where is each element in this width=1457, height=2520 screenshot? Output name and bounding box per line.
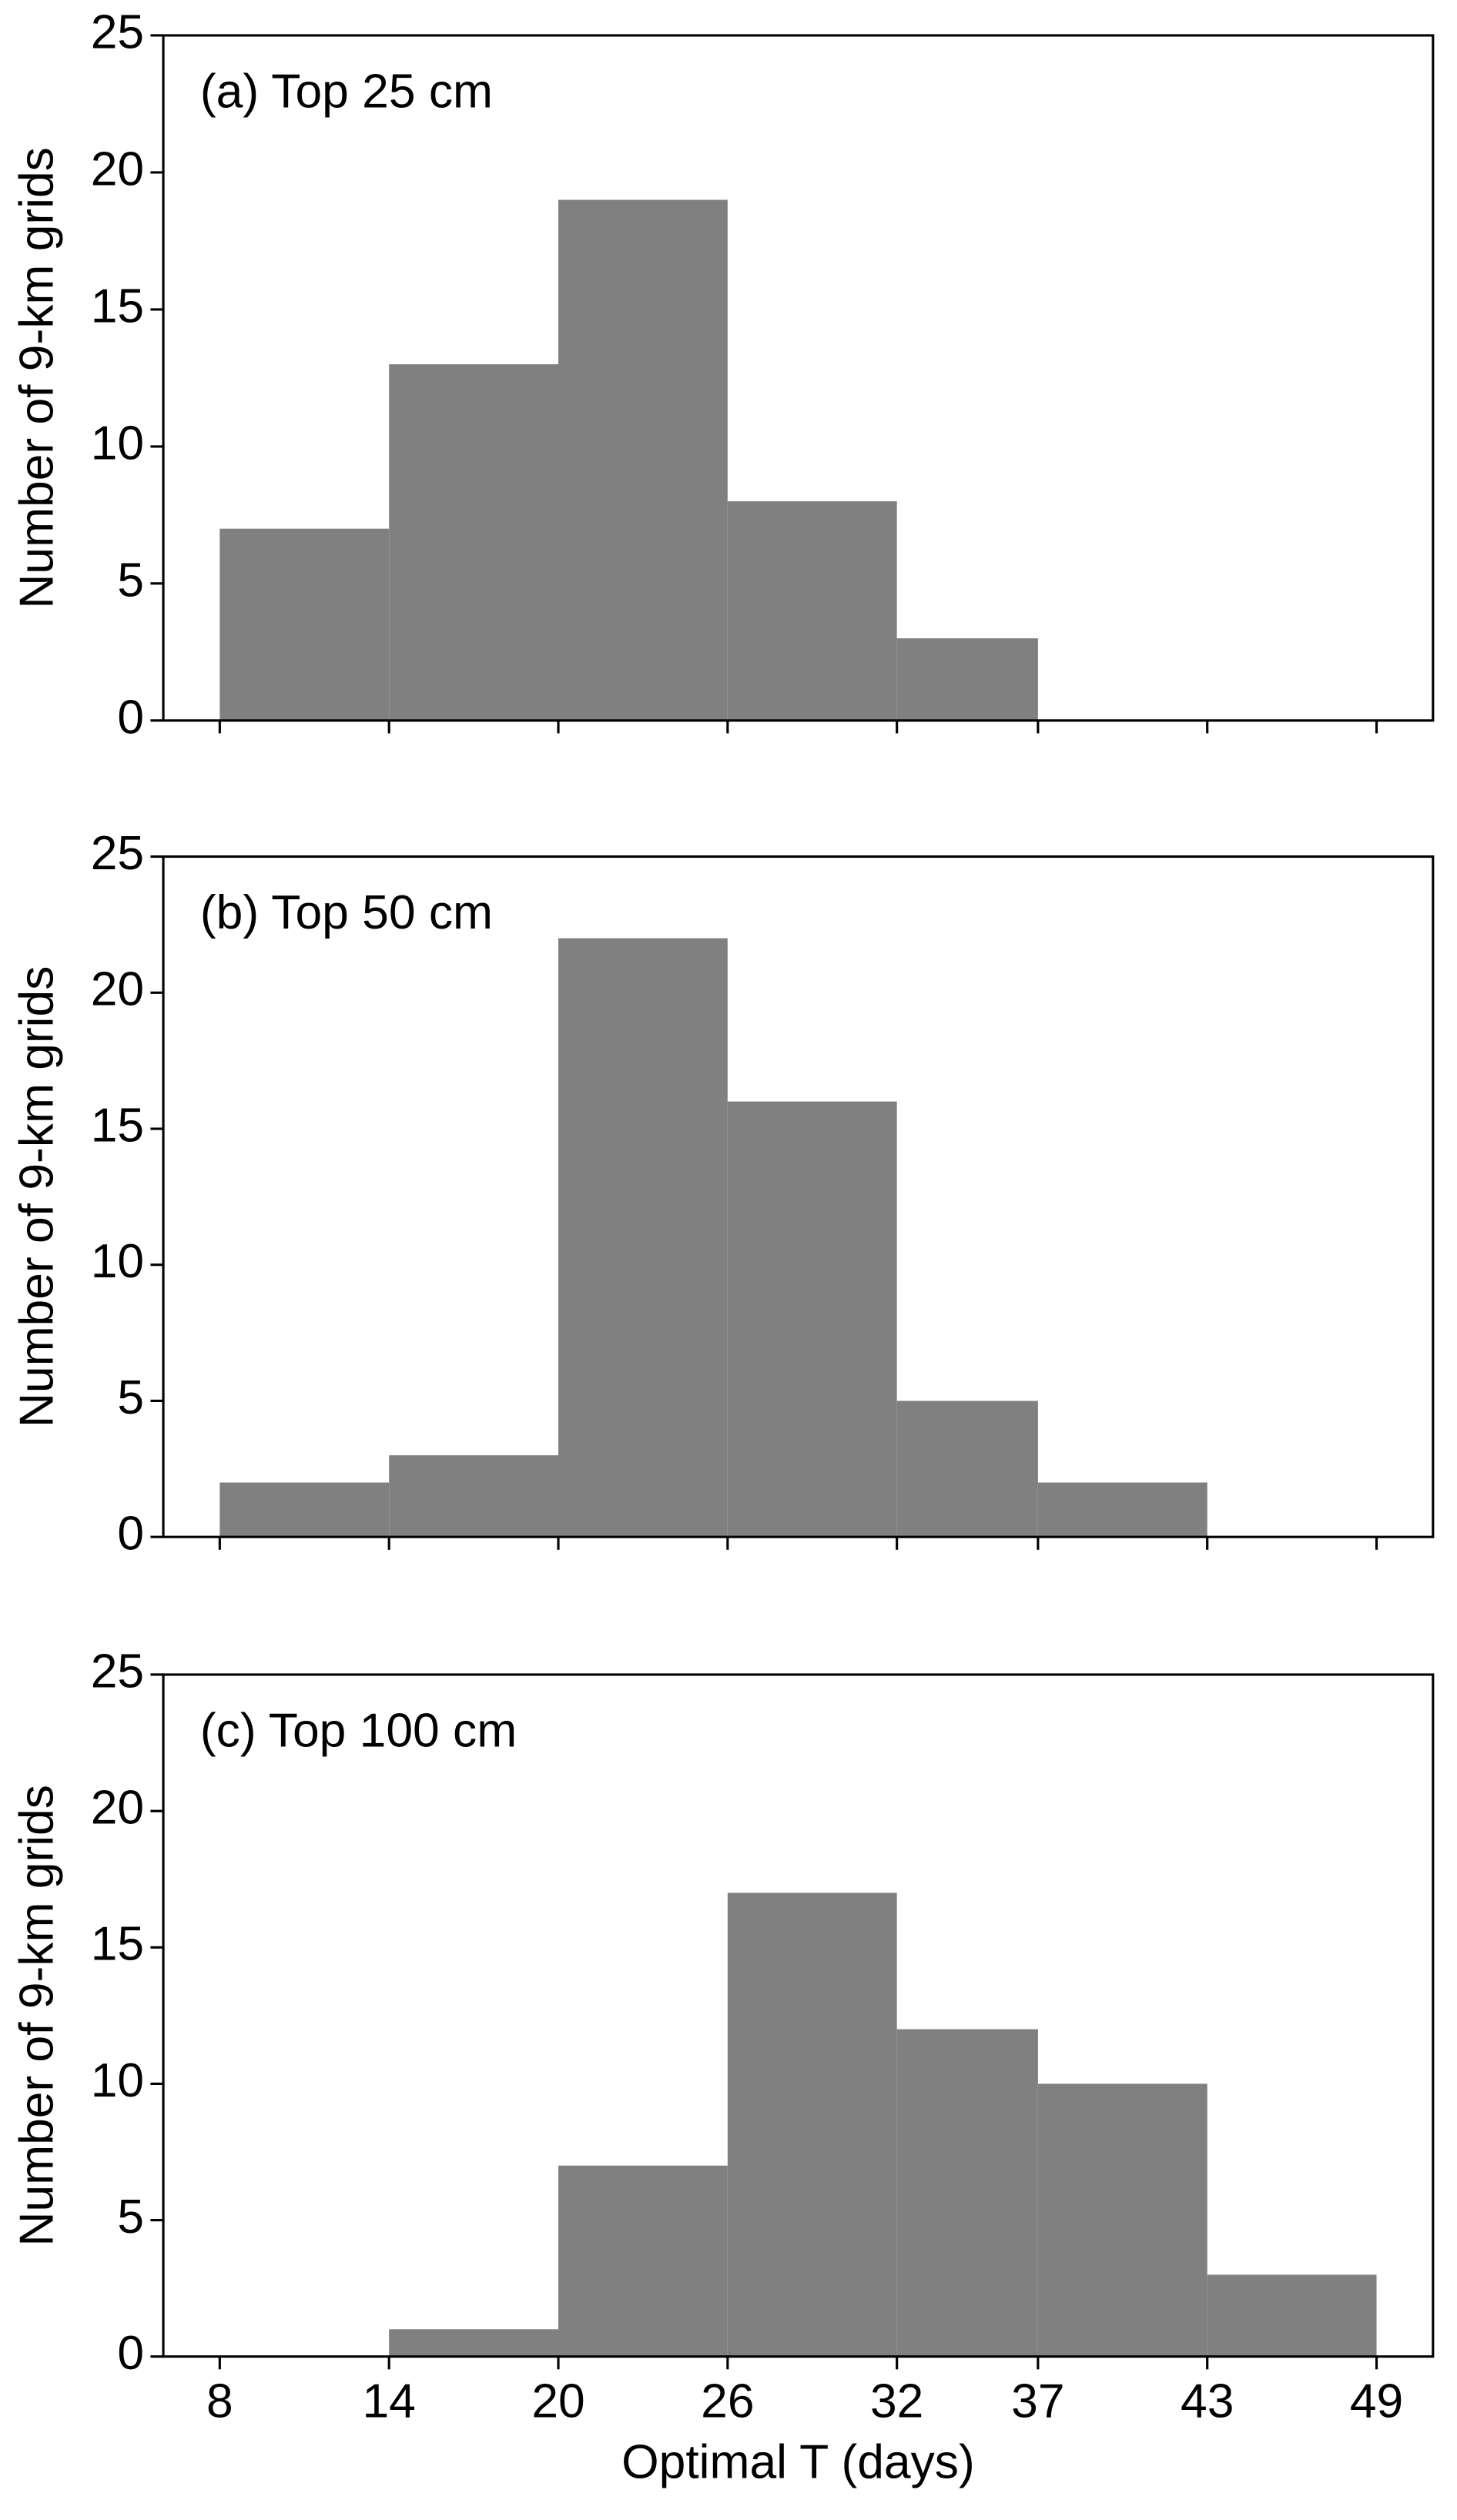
y-tick-label: 25 <box>91 5 144 59</box>
x-axis-label: Optimal T (days) <box>621 2436 975 2489</box>
y-axis-label: Number of 9-km grids <box>10 966 63 1428</box>
histogram-bar <box>1207 2274 1377 2357</box>
y-tick-label: 10 <box>91 417 144 470</box>
histogram-bar <box>727 1893 897 2357</box>
y-axis-label: Number of 9-km grids <box>10 147 63 609</box>
histogram-bar <box>896 638 1038 721</box>
y-tick-label: 10 <box>91 2054 144 2107</box>
plot-frame <box>162 1673 1435 2358</box>
y-tick-label: 15 <box>91 279 144 333</box>
y-tick-label: 5 <box>117 1371 144 1424</box>
histogram-bar <box>727 1101 897 1538</box>
y-tick-label: 0 <box>117 691 144 744</box>
panel-title: (b) Top 50 cm <box>200 886 493 939</box>
panel-title: (a) Top 25 cm <box>200 65 493 118</box>
y-tick-label: 15 <box>91 1099 144 1152</box>
histogram-bar <box>896 2029 1038 2357</box>
y-tick-label: 15 <box>91 1918 144 1971</box>
x-tick-label: 26 <box>701 2375 754 2428</box>
histogram-bar <box>558 938 728 1538</box>
x-tick-label: 14 <box>362 2375 415 2428</box>
x-tick-label: 49 <box>1350 2375 1403 2428</box>
y-axis-label: Number of 9-km grids <box>10 1785 63 2247</box>
histogram-bar <box>389 364 559 721</box>
histogram-bar <box>219 528 390 721</box>
histogram-bar <box>896 1401 1038 1538</box>
y-tick-label: 10 <box>91 1235 144 1288</box>
y-tick-label: 5 <box>117 554 144 607</box>
y-tick-label: 25 <box>91 1645 144 1698</box>
y-tick-label: 20 <box>91 963 144 1016</box>
histogram-bar <box>389 1455 559 1538</box>
x-tick-label: 8 <box>206 2375 233 2428</box>
y-tick-label: 20 <box>91 1782 144 1835</box>
x-tick-label: 20 <box>531 2375 584 2428</box>
histogram-bar <box>389 2329 559 2357</box>
histogram-bar <box>727 501 897 721</box>
y-tick-label: 0 <box>117 1508 144 1561</box>
histogram-bar <box>1037 1482 1207 1538</box>
x-tick-label: 32 <box>870 2375 923 2428</box>
y-tick-label: 0 <box>117 2327 144 2380</box>
histogram-bar <box>558 2165 728 2357</box>
panel-title: (c) Top 100 cm <box>200 1704 517 1757</box>
plot-frame <box>162 855 1435 1538</box>
plot-frame <box>162 34 1435 722</box>
histogram-bar <box>558 199 728 721</box>
histogram-bar <box>219 1482 390 1538</box>
x-tick-label: 37 <box>1011 2375 1064 2428</box>
y-tick-label: 5 <box>117 2190 144 2244</box>
y-tick-label: 25 <box>91 827 144 880</box>
histogram-bar <box>1037 2083 1207 2357</box>
y-tick-label: 20 <box>91 142 144 196</box>
x-tick-label: 43 <box>1181 2375 1234 2428</box>
